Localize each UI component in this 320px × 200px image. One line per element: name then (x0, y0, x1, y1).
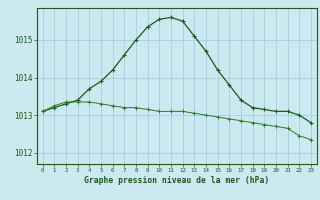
X-axis label: Graphe pression niveau de la mer (hPa): Graphe pression niveau de la mer (hPa) (84, 176, 269, 185)
